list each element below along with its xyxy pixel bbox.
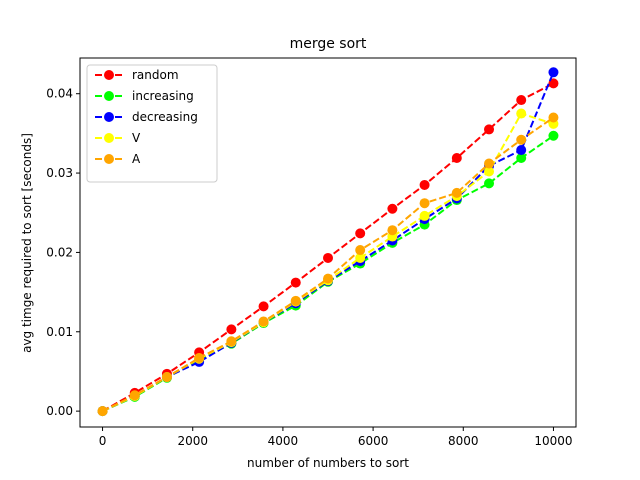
data-point-random xyxy=(226,324,237,335)
y-tick-label: 0.00 xyxy=(46,404,73,418)
data-point-a xyxy=(516,134,527,145)
data-point-random xyxy=(419,179,430,190)
data-point-v xyxy=(355,252,366,263)
legend-marker-a xyxy=(104,154,114,164)
data-point-a xyxy=(194,352,205,363)
y-tick-label: 0.03 xyxy=(46,166,73,180)
legend-label-increasing: increasing xyxy=(132,89,194,103)
x-tick-label: 8000 xyxy=(448,434,479,448)
data-point-a xyxy=(290,295,301,306)
legend-box xyxy=(86,64,218,183)
legend-marker-decreasing xyxy=(104,112,114,122)
data-point-random xyxy=(387,203,398,214)
y-tick-label: 0.04 xyxy=(46,87,73,101)
data-point-random xyxy=(451,152,462,163)
legend-label-a: A xyxy=(132,152,141,166)
y-axis-label: avg timge required to sort [seconds] xyxy=(20,133,34,353)
legend-label-v: V xyxy=(132,131,141,145)
data-point-a xyxy=(258,316,269,327)
data-point-random xyxy=(258,301,269,312)
legend-label-decreasing: decreasing xyxy=(132,110,198,124)
data-point-decreasing xyxy=(548,67,559,78)
data-point-a xyxy=(419,198,430,209)
x-tick-label: 0 xyxy=(99,434,107,448)
plot-frame xyxy=(79,57,577,428)
data-point-random xyxy=(290,277,301,288)
y-tick-label: 0.01 xyxy=(46,325,73,339)
data-point-increasing xyxy=(516,152,527,163)
x-tick-label: 4000 xyxy=(268,434,299,448)
legend-marker-increasing xyxy=(104,91,114,101)
data-point-a xyxy=(226,336,237,347)
chart-title: merge sort xyxy=(290,36,367,52)
y-tick-label: 0.02 xyxy=(46,245,73,259)
data-point-a xyxy=(323,273,333,284)
legend-marker-random xyxy=(104,70,114,80)
data-point-v xyxy=(516,108,527,119)
data-point-a xyxy=(548,112,559,123)
data-point-decreasing xyxy=(516,145,527,156)
data-point-random xyxy=(323,252,333,263)
x-tick-label: 10000 xyxy=(534,434,572,448)
plot-area: 0 2000 4000 6000 8000 10000 0.00 0.01 0.02 0.03 0.… xyxy=(46,57,577,448)
data-point-a xyxy=(451,187,462,198)
x-tick-label: 2000 xyxy=(177,434,208,448)
legend: random increasing decreasing VA xyxy=(86,64,218,183)
data-point-a xyxy=(387,225,398,236)
data-point-random xyxy=(516,95,527,106)
data-point-v xyxy=(484,166,495,177)
x-tick-label: 6000 xyxy=(358,434,389,448)
data-point-a xyxy=(484,158,495,169)
legend-marker-v xyxy=(104,133,114,143)
data-point-increasing xyxy=(484,178,495,189)
data-point-random xyxy=(484,124,495,135)
data-point-a xyxy=(161,372,172,383)
data-point-a xyxy=(97,406,108,417)
data-point-increasing xyxy=(548,130,559,141)
data-point-v xyxy=(419,210,430,221)
data-point-a xyxy=(129,390,140,401)
x-axis-label: number of numbers to sort xyxy=(247,456,409,470)
data-point-random xyxy=(355,228,366,239)
data-point-a xyxy=(355,245,366,256)
legend-label-random: random xyxy=(132,68,179,82)
